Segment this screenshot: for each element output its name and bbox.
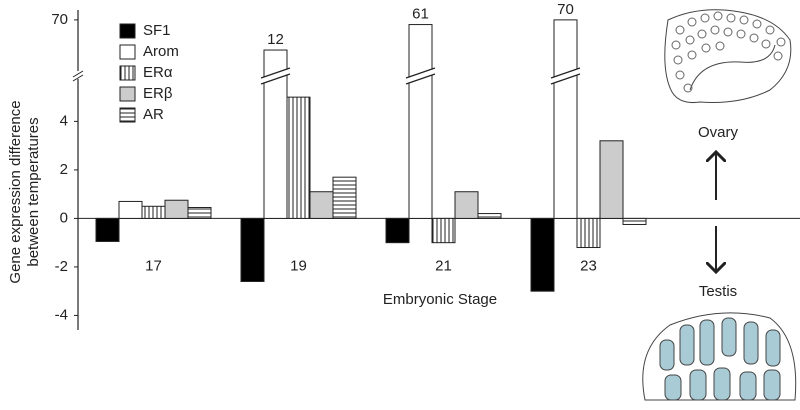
x-tick-label: 19 — [290, 257, 307, 274]
x-axis-label: Embryonic Stage — [383, 291, 497, 308]
bar — [332, 176, 357, 219]
bar — [309, 191, 334, 219]
bar-break — [551, 68, 580, 84]
legend-label: ERβ — [143, 85, 173, 102]
bar — [454, 191, 479, 219]
legend-swatch — [119, 65, 136, 81]
bar — [187, 207, 212, 219]
y-axis-label-line: between temperatures — [25, 117, 42, 266]
bar — [553, 19, 578, 219]
y-axis-label: Gene expression difference between tempe… — [7, 100, 42, 283]
bar — [622, 217, 647, 225]
legend-swatch — [119, 107, 136, 123]
bar — [95, 217, 120, 242]
bar-break — [406, 68, 435, 84]
testis-illustration — [642, 312, 797, 401]
bar — [599, 140, 624, 219]
legend-swatch — [119, 23, 136, 39]
y-tick-label: -2 — [55, 258, 68, 275]
legend-label: ERα — [143, 64, 173, 81]
legend-label: SF1 — [143, 22, 171, 39]
bar-break — [405, 67, 436, 85]
x-tick-label: 17 — [145, 257, 162, 274]
legend-swatch — [119, 86, 136, 102]
legend-label: AR — [143, 106, 164, 123]
y-axis-label-line: Gene expression difference — [7, 100, 24, 283]
bar-break — [261, 68, 290, 84]
annotation: Testis — [699, 283, 737, 300]
bar — [477, 213, 502, 219]
annotation: Ovary — [698, 124, 739, 141]
bar — [576, 217, 601, 249]
x-tick-label: 21 — [435, 257, 452, 274]
y-tick-label: 4 — [60, 112, 68, 129]
bar — [240, 217, 265, 282]
bar-break — [550, 67, 581, 85]
bar — [118, 200, 143, 219]
bar — [431, 217, 456, 244]
x-tick-label: 23 — [580, 257, 597, 274]
bar — [530, 217, 555, 292]
bar — [385, 217, 410, 244]
bar — [164, 199, 189, 219]
y-tick-label: 2 — [60, 161, 68, 178]
y-tick-label: 0 — [60, 209, 68, 226]
value-label: 61 — [412, 6, 429, 23]
value-label: 12 — [267, 31, 284, 48]
value-label: 70 — [557, 1, 574, 18]
y2-tick-label: 70 — [51, 11, 68, 28]
bar — [286, 96, 311, 219]
bar-break — [260, 67, 291, 85]
axis-break — [72, 70, 84, 82]
legend-label: Arom — [143, 43, 179, 60]
ovary-illustration — [664, 9, 792, 103]
bar — [408, 24, 433, 219]
legend-swatch — [119, 44, 136, 60]
y-tick-label: -4 — [55, 306, 68, 323]
bar — [141, 205, 166, 219]
